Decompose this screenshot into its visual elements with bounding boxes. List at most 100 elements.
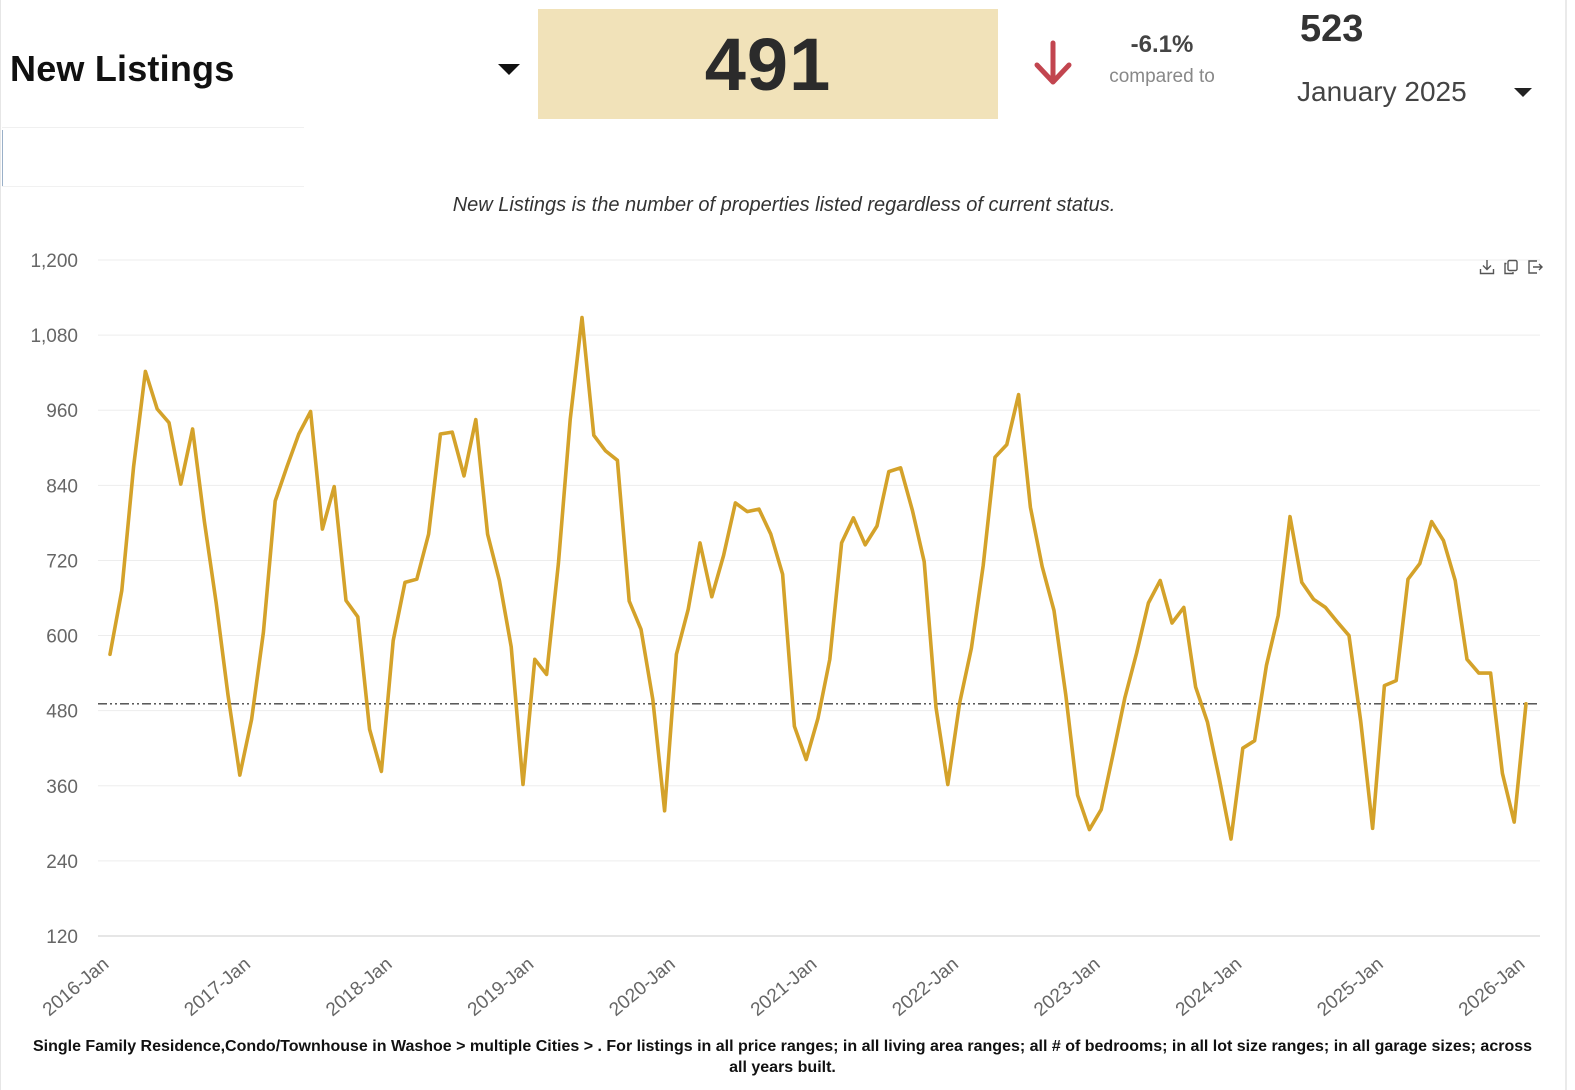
data-point[interactable] bbox=[1251, 737, 1258, 744]
data-point[interactable] bbox=[791, 723, 798, 730]
data-point[interactable] bbox=[685, 606, 692, 613]
data-point[interactable] bbox=[767, 531, 774, 538]
data-point[interactable] bbox=[520, 781, 527, 788]
data-point[interactable] bbox=[1393, 677, 1400, 684]
data-point[interactable] bbox=[1145, 600, 1152, 607]
data-point[interactable] bbox=[484, 531, 491, 538]
data-point[interactable] bbox=[956, 700, 963, 707]
data-point[interactable] bbox=[1346, 632, 1353, 639]
data-point[interactable] bbox=[1322, 604, 1329, 611]
data-point[interactable] bbox=[166, 419, 173, 426]
data-point[interactable] bbox=[1216, 775, 1223, 782]
comparison-period-dropdown[interactable]: January 2025 bbox=[1297, 72, 1537, 112]
data-point[interactable] bbox=[272, 498, 279, 505]
data-point[interactable] bbox=[1511, 819, 1518, 826]
data-point[interactable] bbox=[1051, 607, 1058, 614]
data-point[interactable] bbox=[673, 651, 680, 658]
data-point[interactable] bbox=[921, 558, 928, 565]
data-point[interactable] bbox=[425, 531, 432, 538]
data-point[interactable] bbox=[1133, 650, 1140, 657]
data-point[interactable] bbox=[1098, 806, 1105, 813]
data-point[interactable] bbox=[1499, 770, 1506, 777]
data-point[interactable] bbox=[1452, 577, 1459, 584]
data-point[interactable] bbox=[1440, 537, 1447, 544]
data-point[interactable] bbox=[1062, 692, 1069, 699]
download-icon[interactable] bbox=[1478, 258, 1496, 276]
data-point[interactable] bbox=[838, 539, 845, 546]
data-point[interactable] bbox=[189, 426, 196, 433]
data-point[interactable] bbox=[1334, 618, 1341, 625]
data-point[interactable] bbox=[1169, 620, 1176, 627]
data-point[interactable] bbox=[590, 432, 597, 439]
data-point[interactable] bbox=[437, 431, 444, 438]
data-point[interactable] bbox=[107, 651, 114, 658]
data-point[interactable] bbox=[331, 483, 338, 490]
data-point[interactable] bbox=[968, 645, 975, 652]
data-point[interactable] bbox=[402, 579, 409, 586]
data-point[interactable] bbox=[130, 463, 137, 470]
data-point[interactable] bbox=[708, 593, 715, 600]
data-point[interactable] bbox=[248, 716, 255, 723]
data-point[interactable] bbox=[1110, 751, 1117, 758]
data-point[interactable] bbox=[378, 768, 385, 775]
data-point[interactable] bbox=[1475, 670, 1482, 677]
data-point[interactable] bbox=[744, 508, 751, 515]
data-point[interactable] bbox=[944, 781, 951, 788]
data-point[interactable] bbox=[472, 416, 479, 423]
data-point[interactable] bbox=[1405, 576, 1412, 583]
data-point[interactable] bbox=[225, 692, 232, 699]
data-point[interactable] bbox=[567, 416, 574, 423]
data-point[interactable] bbox=[1015, 391, 1022, 398]
data-point[interactable] bbox=[661, 807, 668, 814]
data-point[interactable] bbox=[1357, 718, 1364, 725]
data-point[interactable] bbox=[897, 464, 904, 471]
data-point[interactable] bbox=[1487, 670, 1494, 677]
metric-dropdown[interactable]: New Listings bbox=[10, 38, 530, 100]
data-point[interactable] bbox=[508, 643, 515, 650]
copy-icon[interactable] bbox=[1502, 258, 1520, 276]
data-point[interactable] bbox=[307, 408, 314, 415]
data-point[interactable] bbox=[1180, 604, 1187, 611]
data-point[interactable] bbox=[461, 472, 468, 479]
data-point[interactable] bbox=[885, 468, 892, 475]
data-point[interactable] bbox=[614, 457, 621, 464]
data-point[interactable] bbox=[366, 726, 373, 733]
data-point[interactable] bbox=[1228, 836, 1235, 843]
data-point[interactable] bbox=[1121, 695, 1128, 702]
export-icon[interactable] bbox=[1526, 258, 1544, 276]
data-point[interactable] bbox=[579, 314, 586, 321]
data-point[interactable] bbox=[980, 562, 987, 569]
data-point[interactable] bbox=[815, 715, 822, 722]
data-point[interactable] bbox=[213, 600, 220, 607]
data-point[interactable] bbox=[756, 506, 763, 513]
data-point[interactable] bbox=[1381, 682, 1388, 689]
data-point[interactable] bbox=[1287, 513, 1294, 520]
data-point[interactable] bbox=[555, 560, 562, 567]
data-point[interactable] bbox=[638, 626, 645, 633]
data-point[interactable] bbox=[1027, 504, 1034, 511]
data-point[interactable] bbox=[1369, 825, 1376, 832]
data-point[interactable] bbox=[1298, 579, 1305, 586]
data-point[interactable] bbox=[649, 696, 656, 703]
data-point[interactable] bbox=[1003, 441, 1010, 448]
data-point[interactable] bbox=[1263, 662, 1270, 669]
data-point[interactable] bbox=[1239, 745, 1246, 752]
data-point[interactable] bbox=[142, 368, 149, 375]
data-point[interactable] bbox=[909, 507, 916, 514]
data-point[interactable] bbox=[1464, 656, 1471, 663]
data-point[interactable] bbox=[1192, 683, 1199, 690]
data-point[interactable] bbox=[1204, 718, 1211, 725]
data-point[interactable] bbox=[1086, 826, 1093, 833]
data-point[interactable] bbox=[201, 518, 208, 525]
data-point[interactable] bbox=[850, 514, 857, 521]
data-point[interactable] bbox=[154, 406, 161, 413]
data-point[interactable] bbox=[1523, 700, 1530, 707]
data-point[interactable] bbox=[354, 613, 361, 620]
data-point[interactable] bbox=[602, 447, 609, 454]
data-point[interactable] bbox=[319, 526, 326, 533]
data-point[interactable] bbox=[779, 571, 786, 578]
data-point[interactable] bbox=[1416, 560, 1423, 567]
data-point[interactable] bbox=[933, 704, 940, 711]
data-point[interactable] bbox=[1157, 577, 1164, 584]
data-point[interactable] bbox=[826, 656, 833, 663]
